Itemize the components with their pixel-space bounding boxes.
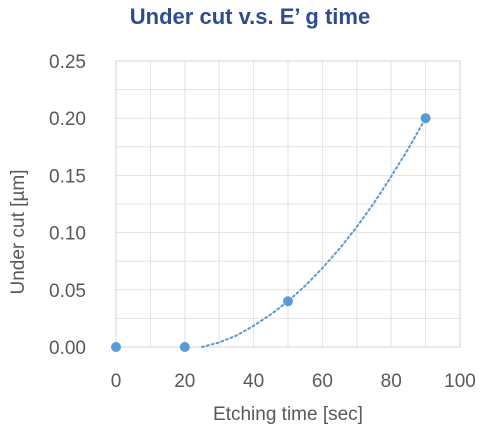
x-tick-label: 20 <box>174 371 195 392</box>
x-tick-label: 100 <box>444 371 476 392</box>
data-points <box>111 113 431 352</box>
trendline-layer <box>201 117 427 348</box>
plot-border <box>115 60 461 348</box>
x-tick-label: 0 <box>111 371 122 392</box>
data-point <box>283 296 293 307</box>
y-tick-label: 0.25 <box>49 52 86 73</box>
data-point <box>179 342 190 352</box>
y-axis-ticks: 0.00 0.05 0.10 0.15 0.20 0.25 <box>49 52 86 359</box>
data-point <box>420 113 431 124</box>
chart-title: Under cut v.s. E’ g time <box>129 4 371 29</box>
y-tick-label: 0.05 <box>49 281 86 302</box>
y-tick-label: 0.00 <box>49 338 86 359</box>
x-axis-title: Etching time [sec] <box>213 404 363 425</box>
x-tick-label: 40 <box>243 371 264 392</box>
x-tick-label: 60 <box>312 371 333 392</box>
x-tick-label: 80 <box>381 371 402 392</box>
trendline <box>201 117 427 348</box>
grid-lines <box>115 60 461 348</box>
y-tick-label: 0.15 <box>49 166 86 187</box>
y-axis-title: Under cut [µm] <box>8 170 29 295</box>
x-axis-ticks: 0 20 40 60 80 100 <box>111 371 476 392</box>
y-tick-label: 0.20 <box>49 109 86 130</box>
y-tick-label: 0.10 <box>49 224 86 245</box>
data-point <box>111 342 121 352</box>
